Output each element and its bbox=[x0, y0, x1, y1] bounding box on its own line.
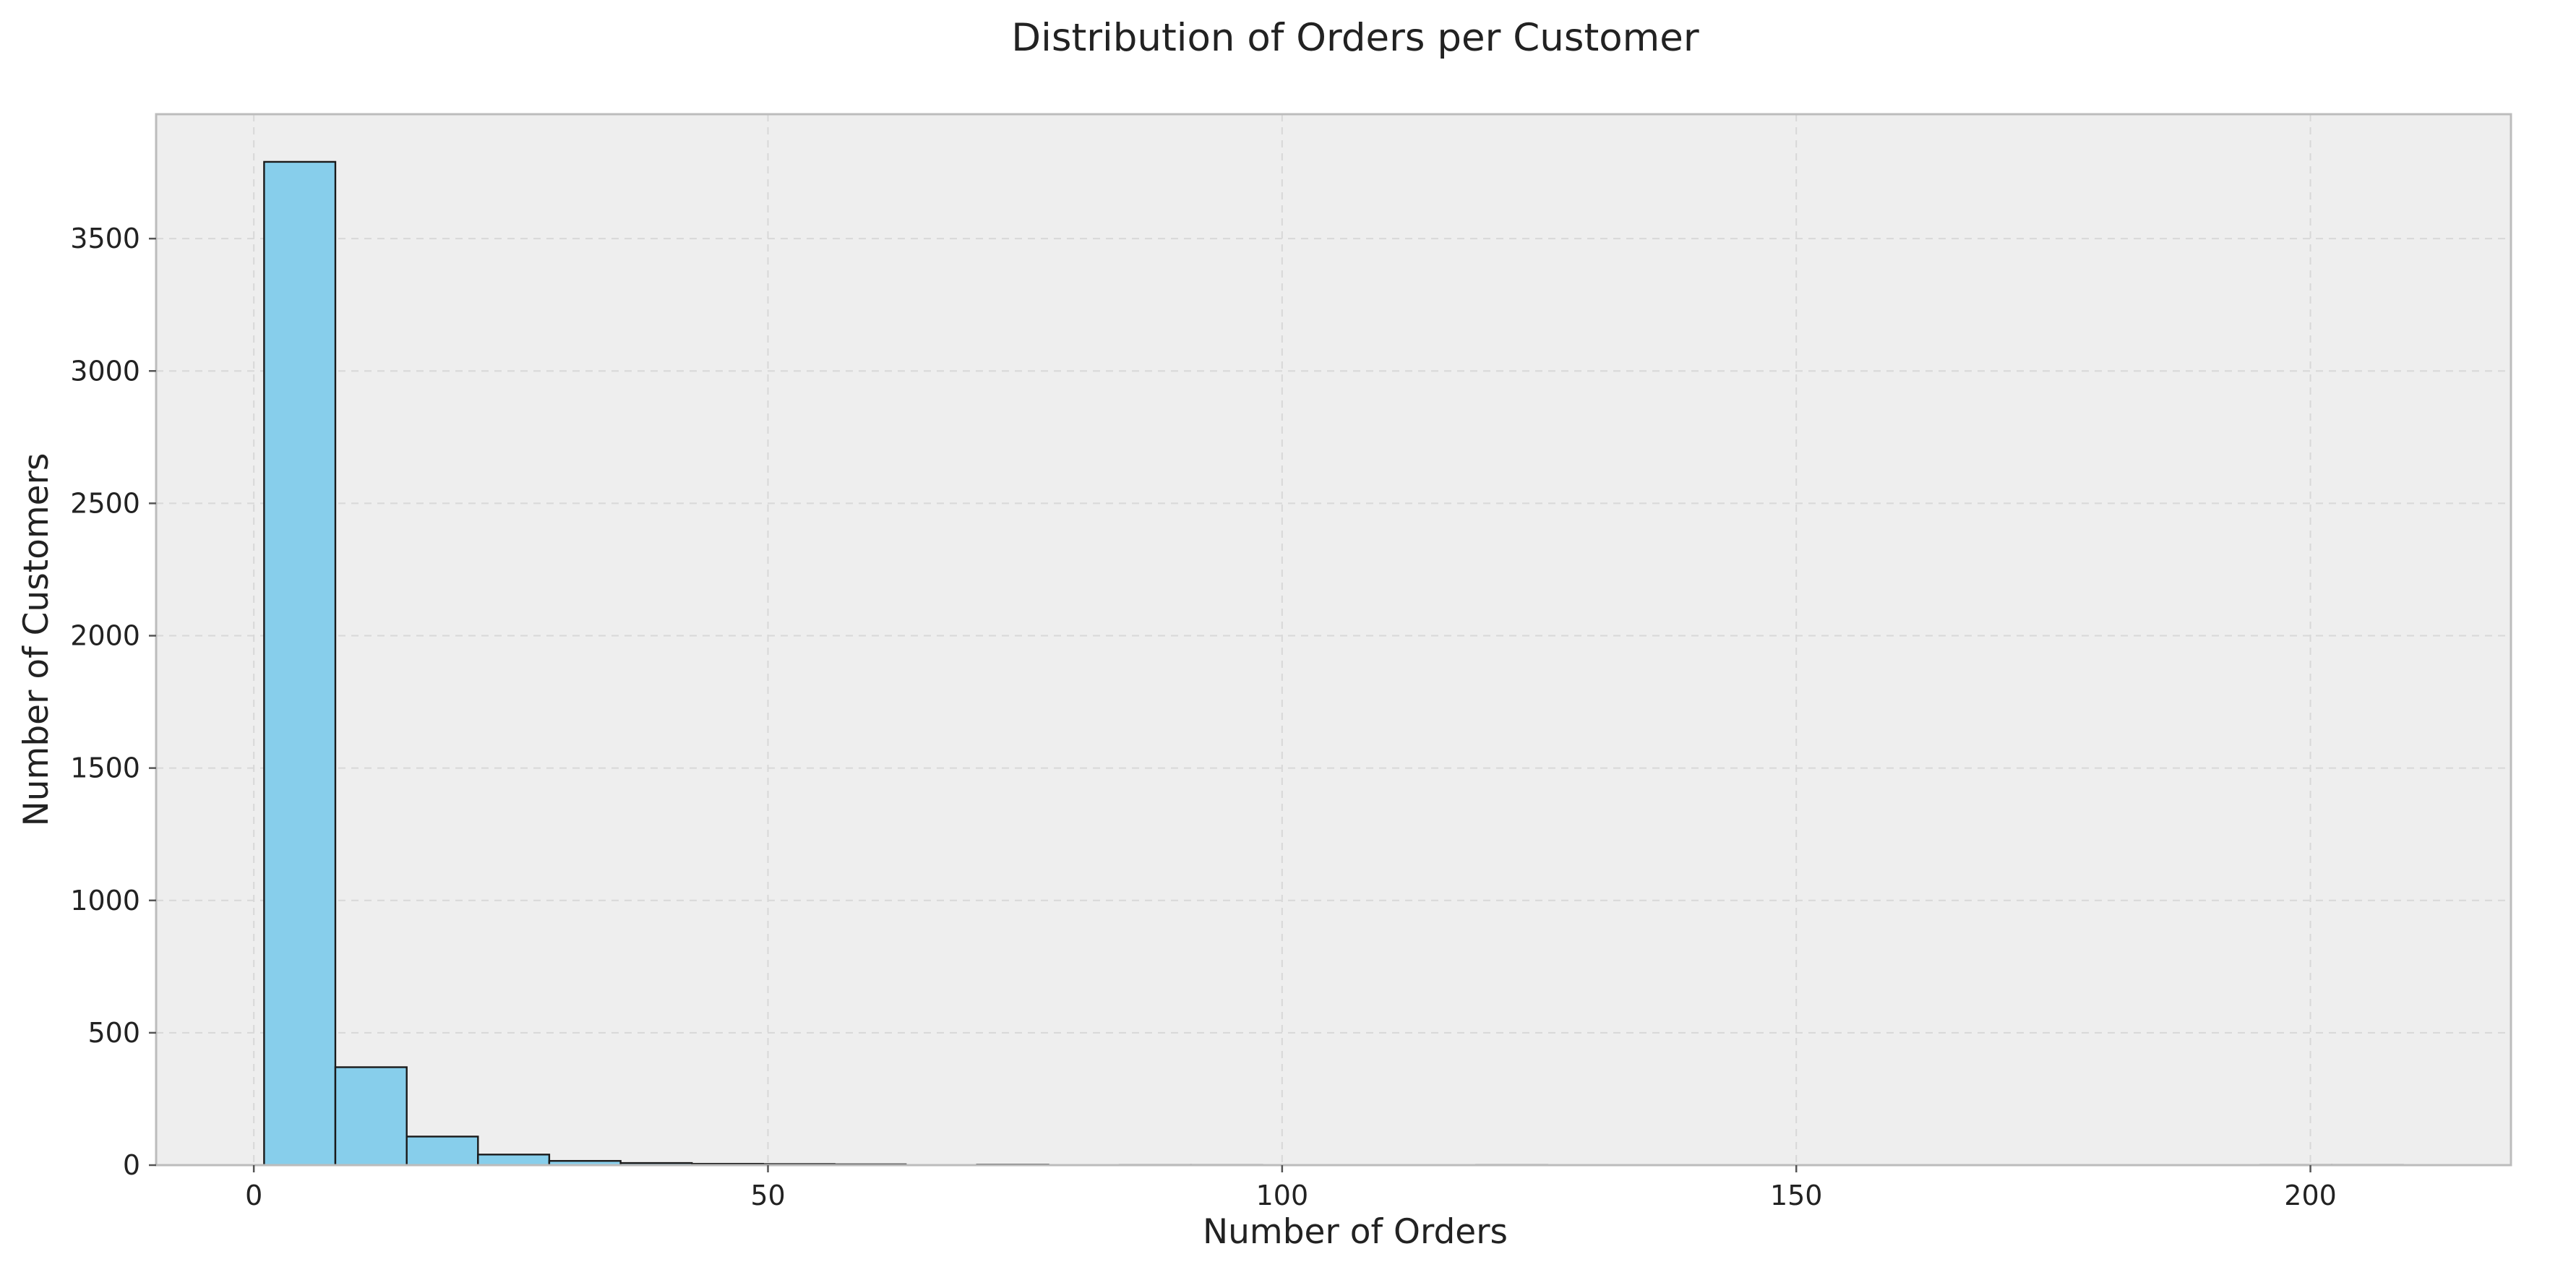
y-tick-label: 1000 bbox=[70, 885, 140, 916]
histogram-bar bbox=[477, 1154, 551, 1167]
y-tick-label: 2000 bbox=[70, 620, 140, 652]
chart-title: Distribution of Orders per Customer bbox=[1011, 16, 1699, 60]
y-axis-label: Number of Customers bbox=[17, 453, 56, 827]
histogram-bar bbox=[334, 1066, 408, 1167]
x-tick-label: 0 bbox=[245, 1180, 262, 1211]
y-tick-label: 3500 bbox=[70, 223, 140, 254]
x-tick-label: 100 bbox=[1256, 1180, 1309, 1211]
y-tick-label: 500 bbox=[87, 1017, 140, 1049]
y-axis-ticks: 0 500 1000 1500 2000 2500 3000 3500 bbox=[70, 223, 156, 1181]
histogram-bars bbox=[263, 160, 2404, 1167]
x-tick-label: 200 bbox=[2284, 1180, 2337, 1211]
plot-area bbox=[156, 114, 2511, 1165]
x-tick-label: 150 bbox=[1770, 1180, 1823, 1211]
histogram-bar bbox=[263, 160, 337, 1167]
y-tick-label: 2500 bbox=[70, 487, 140, 519]
y-tick-label: 1500 bbox=[70, 752, 140, 784]
y-tick-label: 0 bbox=[123, 1149, 140, 1181]
x-axis-label: Number of Orders bbox=[1203, 1212, 1508, 1252]
x-axis-ticks: 0 50 100 150 200 bbox=[245, 1165, 2337, 1211]
plot-frame bbox=[155, 113, 2512, 1167]
y-tick-label: 3000 bbox=[70, 355, 140, 387]
histogram-bar bbox=[405, 1136, 479, 1167]
x-tick-label: 50 bbox=[750, 1180, 785, 1211]
